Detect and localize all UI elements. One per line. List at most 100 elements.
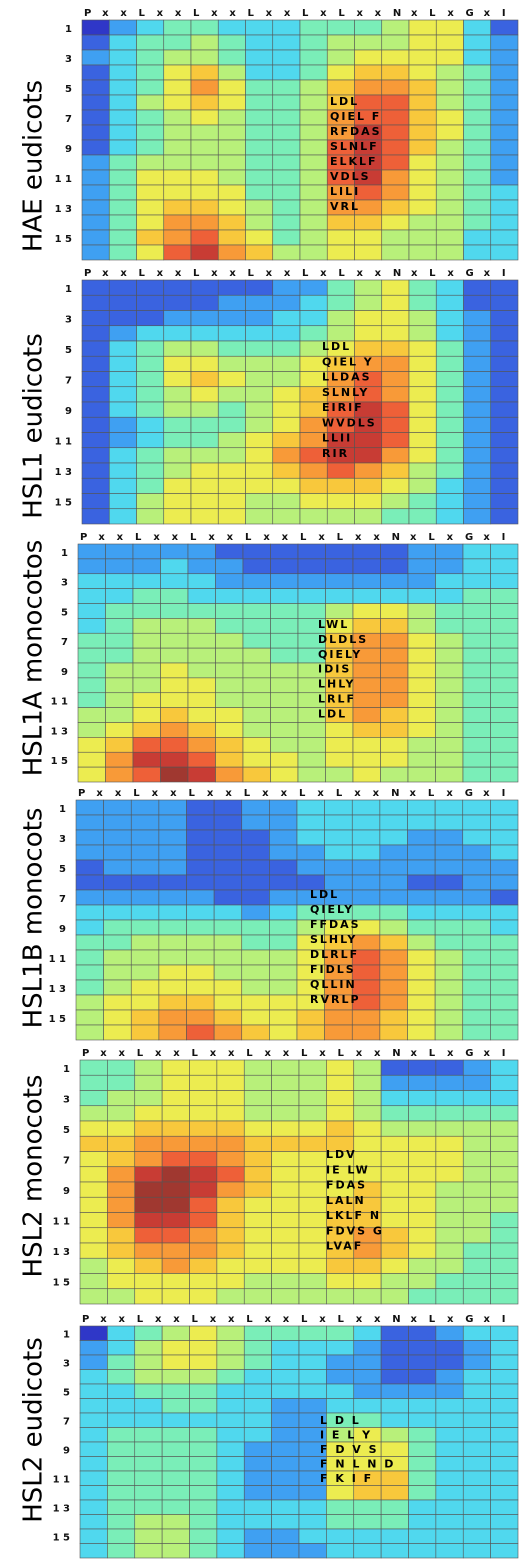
heatmap-cell [352, 751, 381, 768]
heatmap-cell [298, 1354, 327, 1370]
row-label: 1 5 [55, 498, 72, 509]
heatmap-cell [242, 573, 271, 589]
heatmap-cell [407, 588, 436, 604]
heatmap-cell [217, 508, 246, 525]
heatmap-cell [379, 994, 408, 1011]
heatmap-cell [490, 904, 519, 921]
heatmap-cell [462, 737, 491, 753]
heatmap-cell [108, 169, 137, 186]
heatmap-cell [408, 1105, 437, 1122]
heatmap-cell [299, 19, 328, 36]
motif-residues: LDL [322, 340, 351, 353]
heatmap-cell [187, 543, 216, 560]
heatmap-cell [462, 919, 491, 936]
heatmap-cell [186, 979, 215, 996]
heatmap-cell [490, 603, 519, 619]
heatmap-cell [462, 1242, 491, 1259]
row-label: 1 5 [53, 1278, 70, 1289]
heatmap-cell [408, 477, 437, 494]
column-label: L [190, 532, 197, 543]
heatmap-cell [272, 49, 301, 66]
heatmap-cell [435, 229, 464, 246]
heatmap-cell [271, 1543, 300, 1559]
heatmap-cell [163, 154, 192, 171]
heatmap-cell [81, 416, 110, 433]
heatmap-cell [463, 279, 492, 296]
heatmap-cell [435, 124, 464, 141]
heatmap-cell [189, 1227, 218, 1244]
heatmap-cell [462, 994, 491, 1011]
heatmap-cell [158, 844, 187, 861]
heatmap-cell [463, 401, 492, 418]
heatmap-cell [299, 508, 328, 525]
heatmap-cell [217, 355, 246, 372]
heatmap-cell [107, 1151, 136, 1168]
heatmap-cell [272, 386, 301, 403]
row-label: 9 [65, 144, 72, 155]
motif-residues: I E L Y [320, 1429, 372, 1442]
heatmap-cell [408, 1227, 437, 1244]
heatmap-cell [216, 1427, 245, 1443]
heatmap-cell [434, 964, 464, 981]
heatmap-cell [189, 1340, 218, 1356]
heatmap-cell [269, 949, 298, 966]
heatmap-cell [380, 558, 409, 575]
row-label: 5 [65, 345, 72, 356]
heatmap-cell [241, 919, 270, 936]
heatmap-cell [269, 889, 298, 906]
heatmap-cell [462, 814, 491, 831]
column-label: N [393, 268, 401, 279]
heatmap-cell [108, 325, 137, 342]
heatmap-cell [136, 184, 165, 201]
heatmap-cell [462, 1456, 491, 1472]
heatmap-cell [462, 588, 491, 604]
heatmap-cell [243, 1120, 272, 1137]
heatmap-cell [105, 737, 134, 753]
heatmap-cell [298, 1135, 327, 1152]
heatmap-cell [132, 588, 161, 604]
heatmap-cell [352, 677, 381, 694]
heatmap-cell [380, 1528, 409, 1544]
heatmap-cell [271, 1528, 300, 1544]
heatmap-cell [380, 1340, 409, 1356]
heatmap-cell [353, 1354, 382, 1370]
heatmap-cell [380, 1257, 409, 1274]
heatmap-cell [132, 766, 161, 783]
heatmap-cell [352, 603, 381, 619]
heatmap-cell [216, 1151, 245, 1168]
heatmap-cell [243, 1456, 272, 1472]
heatmap-cell [435, 462, 464, 479]
heatmap-cell [296, 859, 325, 876]
heatmap-cell [241, 799, 270, 816]
heatmap-cell [190, 447, 219, 464]
heatmap-cell [407, 722, 436, 738]
heatmap-cell [326, 1288, 355, 1305]
heatmap-cell [163, 325, 192, 342]
heatmap-cell [108, 477, 137, 494]
heatmap-cell [408, 1257, 437, 1274]
heatmap-cell [269, 979, 298, 996]
heatmap-cell [217, 124, 246, 141]
heatmap-cell [186, 949, 215, 966]
heatmap-cell [190, 279, 219, 296]
heatmap-cell [105, 588, 134, 604]
heatmap-cell [160, 662, 189, 679]
heatmap-cell [463, 19, 492, 36]
heatmap-cell [79, 1412, 108, 1428]
heatmap-cell [269, 919, 298, 936]
heatmap-cell [351, 799, 381, 816]
heatmap-cell [189, 1441, 218, 1457]
heatmap-cell [463, 294, 492, 311]
heatmap-cell [189, 1485, 218, 1501]
heatmap-cell [490, 1151, 519, 1168]
heatmap-cell [103, 844, 132, 861]
heatmap-cell [108, 294, 137, 311]
heatmap-cell [241, 949, 270, 966]
heatmap-cell [463, 184, 492, 201]
heatmap-cell [243, 1257, 272, 1274]
heatmap-cell [243, 1543, 272, 1559]
heatmap-cell [187, 722, 216, 738]
heatmap-cell [270, 558, 299, 575]
heatmap-cell [434, 799, 464, 816]
heatmap-cell [272, 199, 301, 216]
